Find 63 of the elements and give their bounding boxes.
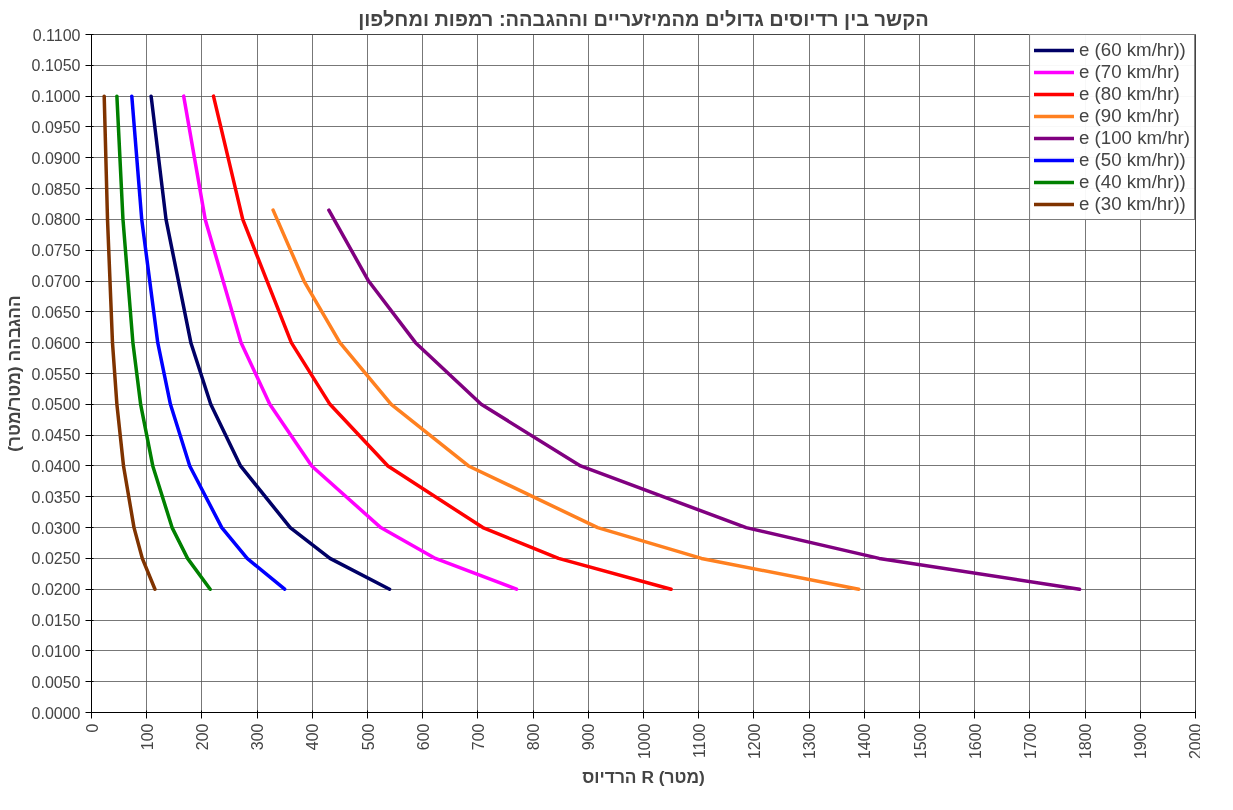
x-tick-label: 800 [525,723,543,751]
legend-label: e (60 km/hr)) [1079,39,1186,61]
y-tick-label: 0.0850 [31,180,81,198]
line-series [211,94,673,591]
x-tick-label: 1900 [1132,723,1150,760]
x-tick-label: 1300 [801,723,819,760]
line-series [327,208,1082,591]
legend-label: e (50 km/hr)) [1079,149,1186,171]
y-tick-label: 0.1050 [31,57,81,75]
y-tick-label: 0.0600 [31,334,81,352]
x-tick-label: 1800 [1077,723,1095,760]
legend-label: e (90 km/hr) [1079,105,1180,127]
y-tick-label: 0.0250 [31,550,81,568]
x-tick-label: 100 [138,723,156,751]
x-tick-label: 900 [580,723,598,751]
y-tick-label: 0.0500 [31,396,81,414]
y-axis-title: ההגבהה (מטר/מטר) [3,295,24,452]
x-tick-label: 0 [83,723,101,733]
y-tick-label: 0.0350 [31,488,81,506]
line-series [271,208,861,591]
x-tick-label: 400 [304,723,322,751]
x-axis-title: הרדיוס R (מטר) [582,767,705,788]
y-tick-label: 0.0550 [31,365,81,383]
y-tick-label: 0.0900 [31,149,81,167]
y-tick-label: 0.0650 [31,303,81,321]
x-tick-label: 1700 [1021,723,1039,760]
y-tick-label: 0.0150 [31,612,81,630]
x-tick-label: 500 [359,723,377,751]
y-tick-label: 0.1100 [32,26,81,44]
x-tick-label: 200 [193,723,211,751]
line-series [130,94,287,591]
chart-title: הקשר בין רדיוסים גדולים מהמיזעריים וההגבהה: רמפות ומחלפון [358,7,929,30]
y-tick-label: 0.0950 [31,118,81,136]
y-tick-label: 0.0100 [31,642,81,660]
legend-label: e (70 km/hr) [1079,61,1180,83]
x-tick-label: 1600 [966,723,984,760]
y-tick-label: 0.0300 [31,519,81,537]
line-series [102,94,157,591]
y-tick-label: 0.1000 [31,88,81,106]
x-tick-label: 1400 [856,723,874,760]
line-series [115,94,212,591]
y-tick-label: 0.0450 [31,427,81,445]
y-tick-label: 0.0000 [31,704,81,722]
x-tick-label: 1000 [635,723,653,760]
x-tick-label: 600 [414,723,432,751]
x-tick-label: 1500 [911,723,929,760]
y-tick-label: 0.0700 [31,273,81,291]
legend-label: e (80 km/hr) [1079,83,1180,105]
y-tick-label: 0.0050 [31,673,81,691]
x-tick-label: 700 [469,723,487,751]
x-tick-label: 1200 [745,723,763,760]
x-tick-label: 1100 [690,723,708,758]
line-series [181,94,519,591]
y-tick-label: 0.0200 [31,581,81,599]
y-tick-label: 0.0750 [31,242,81,260]
legend-label: e (40 km/hr)) [1079,171,1186,193]
line-series [149,94,392,591]
x-tick-label: 2000 [1186,723,1204,760]
legend-label: e (30 km/hr)) [1079,193,1186,215]
y-tick-label: 0.0800 [31,211,81,229]
x-tick-label: 300 [249,723,267,751]
y-tick-label: 0.0400 [31,457,81,475]
legend-label: e (100 km/hr) [1079,127,1190,149]
